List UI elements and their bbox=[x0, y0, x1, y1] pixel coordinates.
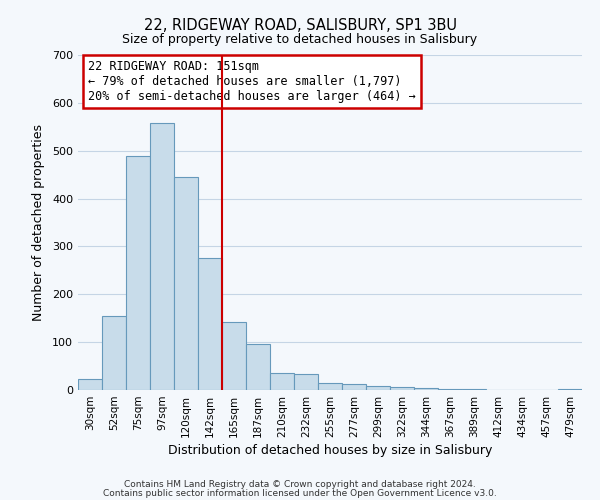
Bar bbox=[270, 373, 294, 390]
Bar bbox=[174, 177, 198, 390]
Bar bbox=[294, 374, 318, 390]
Text: Size of property relative to detached houses in Salisbury: Size of property relative to detached ho… bbox=[122, 32, 478, 46]
Bar bbox=[342, 384, 366, 390]
Bar bbox=[438, 389, 462, 390]
Bar bbox=[102, 316, 126, 390]
Text: 22, RIDGEWAY ROAD, SALISBURY, SP1 3BU: 22, RIDGEWAY ROAD, SALISBURY, SP1 3BU bbox=[143, 18, 457, 32]
Text: Contains public sector information licensed under the Open Government Licence v3: Contains public sector information licen… bbox=[103, 488, 497, 498]
Bar bbox=[462, 389, 486, 390]
Bar bbox=[222, 322, 246, 390]
Bar bbox=[78, 380, 102, 390]
Bar bbox=[246, 344, 270, 390]
Bar bbox=[126, 156, 150, 390]
Text: Contains HM Land Registry data © Crown copyright and database right 2024.: Contains HM Land Registry data © Crown c… bbox=[124, 480, 476, 489]
Bar bbox=[414, 388, 438, 390]
Bar bbox=[198, 258, 222, 390]
Bar bbox=[390, 387, 414, 390]
Y-axis label: Number of detached properties: Number of detached properties bbox=[32, 124, 45, 321]
Bar bbox=[366, 386, 390, 390]
X-axis label: Distribution of detached houses by size in Salisbury: Distribution of detached houses by size … bbox=[168, 444, 492, 457]
Bar bbox=[558, 388, 582, 390]
Text: 22 RIDGEWAY ROAD: 151sqm
← 79% of detached houses are smaller (1,797)
20% of sem: 22 RIDGEWAY ROAD: 151sqm ← 79% of detach… bbox=[88, 60, 416, 103]
Bar bbox=[150, 123, 174, 390]
Bar bbox=[318, 383, 342, 390]
